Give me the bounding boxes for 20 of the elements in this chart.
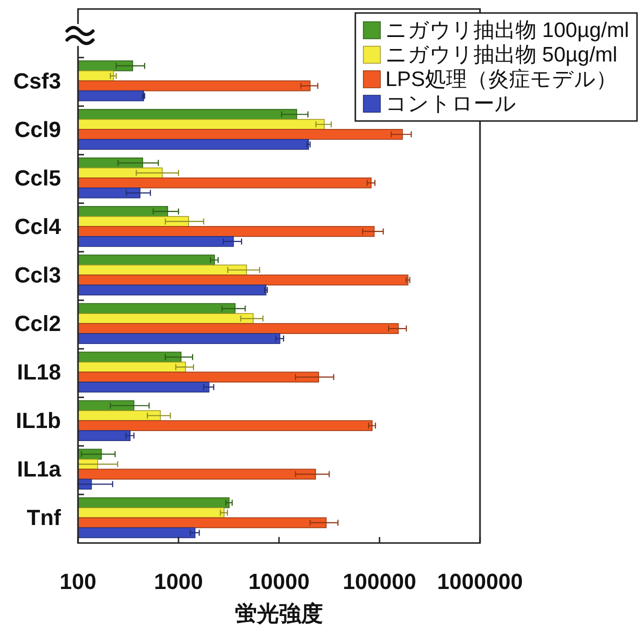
y-tick-label: IL1b: [16, 408, 61, 434]
x-axis-title: 蛍光強度: [235, 601, 323, 626]
x-tick-label: 1000000: [437, 569, 523, 594]
y-tick-label: Ccl5: [14, 165, 61, 190]
legend-label: LPS処理（炎症モデル）: [385, 68, 618, 91]
y-tick-label: Csf3: [13, 68, 61, 94]
y-tick-label: IL18: [16, 360, 61, 385]
legend-label: ニガウリ抽出物 50µg/ml: [385, 43, 618, 66]
y-tick-label: Tnf: [26, 505, 62, 530]
legend-label: コントロール: [385, 92, 516, 116]
y-tick-label: Ccl2: [14, 311, 61, 336]
x-tick-label: 1000: [154, 569, 203, 594]
y-tick-label: Ccl3: [14, 262, 61, 288]
y-tick-label: Ccl4: [14, 214, 62, 239]
y-tick-label: Ccl9: [14, 116, 61, 142]
x-tick-label: 100000: [342, 569, 416, 594]
legend-label: ニガウリ抽出物 100µg/ml: [385, 18, 629, 42]
y-tick-label: IL1a: [16, 456, 62, 482]
x-tick-label: 100: [60, 569, 96, 594]
x-tick-label: 10000: [248, 569, 310, 594]
